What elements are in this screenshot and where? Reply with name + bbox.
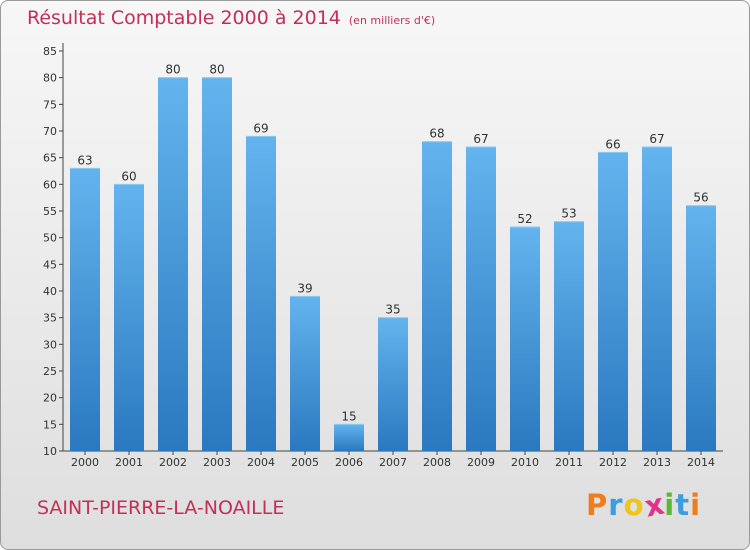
bar-2008: [422, 141, 452, 451]
y-tick-label: 80: [43, 72, 57, 85]
bar-2014: [686, 205, 716, 451]
logo-letter: t: [675, 488, 691, 522]
x-tick-label-2014: 2014: [687, 456, 715, 469]
bar-2004: [246, 136, 276, 452]
data-label-2009: 67: [473, 132, 488, 146]
x-tick-label-2003: 2003: [203, 456, 231, 469]
y-tick-label: 20: [43, 392, 57, 405]
y-tick-label: 30: [43, 338, 57, 351]
bar-2006: [334, 424, 364, 451]
chart-subtitle: (en milliers d'€): [348, 14, 436, 27]
x-tick-label-2012: 2012: [599, 456, 627, 469]
data-label-2001: 60: [121, 169, 136, 183]
bar-2000: [70, 168, 100, 452]
x-tick-label-2010: 2010: [511, 456, 539, 469]
y-tick-label: 85: [43, 45, 57, 58]
x-tick-label-2006: 2006: [335, 456, 363, 469]
logo-letter: r: [608, 488, 624, 522]
bar-2011: [554, 221, 584, 451]
y-tick-label: 15: [43, 418, 57, 431]
x-tick-label-2007: 2007: [379, 456, 407, 469]
data-label-2013: 67: [649, 132, 664, 146]
y-tick-label: 55: [43, 205, 57, 218]
data-label-2004: 69: [253, 121, 268, 135]
proxiti-logo: Proxiti: [586, 486, 702, 523]
x-tick-label-2004: 2004: [247, 456, 275, 469]
bar-2013: [642, 147, 672, 451]
data-label-2012: 66: [605, 137, 620, 151]
y-tick-label: 45: [43, 258, 57, 271]
bar-2003: [202, 77, 232, 452]
x-tick-label-2001: 2001: [115, 456, 143, 469]
bar-2007: [378, 317, 408, 451]
y-tick-label: 40: [43, 285, 57, 298]
x-tick-label-2013: 2013: [643, 456, 671, 469]
x-tick-label-2009: 2009: [467, 456, 495, 469]
y-tick-label: 25: [43, 365, 57, 378]
data-label-2007: 35: [385, 303, 400, 317]
bar-2005: [290, 296, 320, 451]
logo-letter: P: [586, 488, 609, 522]
bar-2001: [114, 184, 144, 452]
data-label-2008: 68: [429, 127, 444, 141]
y-tick-label: 50: [43, 232, 57, 245]
data-label-2002: 80: [165, 63, 180, 77]
x-tick-label-2005: 2005: [291, 456, 319, 469]
x-tick-label-2008: 2008: [423, 456, 451, 469]
data-label-2006: 15: [341, 409, 356, 423]
data-label-2005: 39: [297, 281, 312, 295]
bar-2002: [158, 77, 188, 452]
y-tick-label: 70: [43, 125, 57, 138]
logo-letter: o: [623, 488, 645, 522]
bar-2009: [466, 147, 496, 451]
x-tick-label-2002: 2002: [159, 456, 187, 469]
logo-letter: i: [664, 488, 676, 522]
data-label-2011: 53: [561, 207, 576, 221]
chart-title: Résultat Comptable 2000 à 2014 (en millie…: [27, 7, 435, 29]
data-label-2000: 63: [77, 153, 92, 167]
bar-2010: [510, 227, 540, 451]
data-label-2014: 56: [693, 191, 708, 205]
y-tick-label: 75: [43, 98, 57, 111]
logo-letter: i: [690, 488, 702, 522]
x-tick-label-2011: 2011: [555, 456, 583, 469]
y-tick-label: 65: [43, 152, 57, 165]
data-label-2003: 80: [209, 63, 224, 77]
y-tick-label: 10: [43, 445, 57, 458]
data-label-2010: 52: [517, 212, 532, 226]
x-tick-label-2000: 2000: [71, 456, 99, 469]
y-tick-label: 60: [43, 178, 57, 191]
bar-2012: [598, 152, 628, 452]
commune-name: SAINT-PIERRE-LA-NOAILLE: [37, 497, 285, 519]
chart-title-text: Résultat Comptable 2000 à 2014: [27, 7, 341, 29]
y-tick-label: 35: [43, 312, 57, 325]
